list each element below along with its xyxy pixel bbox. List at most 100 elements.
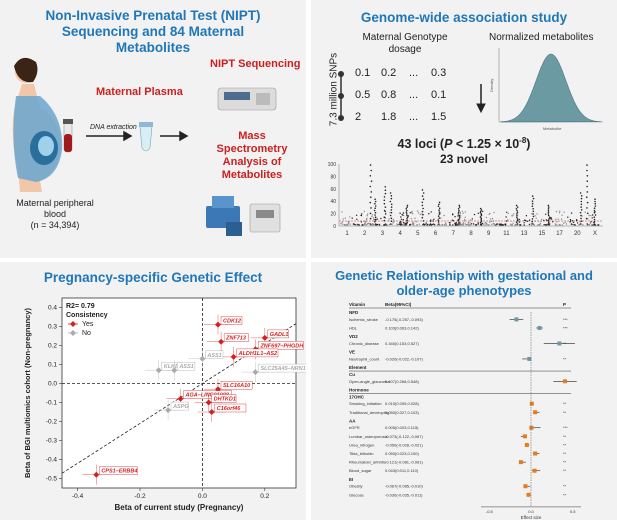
row-label: Blood_sugar	[349, 468, 372, 473]
manhattan-point	[505, 220, 508, 222]
dosage-cell: 1.8	[381, 111, 397, 123]
density-ylabel: Density	[489, 79, 494, 92]
dosage-cell: ...	[409, 89, 419, 101]
row-label: eGFR	[349, 425, 360, 430]
row-beta: 0.010(0.005,0.028)	[385, 401, 419, 406]
manhattan-peak-point	[458, 214, 461, 217]
manhattan-peak-point	[406, 219, 408, 222]
manhattan-y-tick: 100	[328, 162, 337, 168]
manhattan-peak-point	[384, 189, 387, 191]
manhattan-point	[432, 220, 434, 222]
manhattan-peak-point	[437, 219, 440, 221]
manhattan-peak-point	[594, 198, 596, 200]
dosage-cell: 0.3	[431, 67, 447, 79]
manhattan-point	[506, 211, 508, 213]
manhattan-peak-point	[594, 200, 596, 203]
manhattan-peak-point	[384, 213, 387, 215]
manhattan-peak-point	[406, 221, 408, 224]
manhattan-point	[391, 223, 393, 226]
row-label: Traditional_developing	[349, 410, 389, 415]
manhattan-point	[467, 221, 470, 224]
manhattan-peak-point	[547, 214, 550, 217]
data-point	[218, 338, 225, 345]
manhattan-point	[578, 223, 580, 226]
manhattan-point	[399, 223, 401, 225]
manhattan-point	[400, 222, 402, 224]
gene-label-box	[99, 466, 138, 475]
panel-b-graphics: Density Metabolite 0 20 40 60 80 100 1 2 3 4 5 6 7 8 9…	[328, 48, 603, 237]
manhattan-peak-point	[593, 216, 596, 218]
row-label: Ischemic_stroke	[349, 317, 379, 322]
manhattan-point	[475, 224, 478, 226]
manhattan-peak-point	[580, 195, 583, 197]
manhattan-point	[414, 217, 416, 219]
forest-plot: Vitamin Beta(95%CI) P NFD Ischemic_stroke -0.…	[349, 302, 581, 520]
manhattan-peak-point	[480, 209, 483, 211]
manhattan-point	[531, 213, 533, 215]
manhattan-peak-point	[383, 202, 386, 205]
manhattan-point	[363, 220, 365, 223]
manhattan-peak-point	[480, 217, 483, 220]
manhattan-point	[555, 218, 557, 220]
gene-label: ASS1	[206, 353, 221, 359]
manhattan-point	[384, 210, 386, 213]
manhattan-point	[460, 215, 462, 217]
effect-marker	[527, 356, 532, 361]
manhattan-y-tick: 80	[330, 174, 336, 180]
manhattan-point	[464, 223, 466, 225]
manhattan-point	[430, 224, 433, 226]
manhattan-point	[572, 221, 575, 224]
manhattan-peak-point	[458, 209, 460, 212]
manhattan-peak-point	[421, 201, 424, 204]
manhattan-point	[482, 210, 484, 213]
panel-nipt: Non-Invasive Prenatal Test (NIPT) Sequen…	[0, 0, 306, 258]
manhattan-peak-point	[585, 217, 588, 220]
manhattan-peak-point	[421, 189, 424, 191]
manhattan-point	[399, 224, 402, 226]
group-header: Vitamin	[349, 302, 365, 307]
manhattan-point	[342, 218, 344, 220]
manhattan-point	[569, 219, 572, 221]
manhattan-peak-point	[580, 203, 583, 206]
row-label: Neutrophil_count	[349, 356, 380, 361]
manhattan-point	[376, 218, 378, 220]
manhattan-peak-point	[421, 204, 424, 207]
row-p: **	[563, 468, 567, 473]
manhattan-point	[569, 221, 571, 223]
y-axis-label: Beta of BGI multiomics cohort (Non-pregn…	[23, 307, 32, 478]
manhattan-peak-point	[594, 214, 597, 216]
manhattan-peak-point	[405, 211, 408, 213]
manhattan-peak-point	[480, 223, 482, 225]
manhattan-point	[433, 218, 435, 220]
effect-marker	[533, 451, 538, 456]
group-label: NFD	[349, 310, 359, 315]
manhattan-point	[347, 224, 349, 226]
manhattan-point	[589, 222, 592, 224]
manhattan-point	[455, 222, 457, 224]
manhattan-point	[526, 220, 529, 222]
manhattan-point	[525, 220, 527, 222]
manhattan-point	[455, 224, 457, 226]
manhattan-peak-point	[458, 218, 461, 220]
manhattan-peak-point	[586, 207, 588, 209]
manhattan-peak-point	[548, 216, 551, 218]
manhattan-point	[416, 210, 419, 212]
manhattan-point	[582, 224, 584, 226]
manhattan-point	[347, 221, 349, 223]
manhattan-peak-point	[532, 223, 534, 225]
manhattan-peak-point	[422, 198, 425, 200]
manhattan-peak-point	[389, 214, 392, 217]
manhattan-point	[554, 223, 556, 225]
manhattan-point	[403, 224, 405, 226]
data-point	[208, 409, 215, 415]
manhattan-point	[392, 218, 395, 221]
manhattan-point	[452, 213, 454, 215]
forest-x-tick: -0.5	[486, 509, 494, 514]
manhattan-point	[380, 217, 382, 220]
manhattan-y-tick: 20	[330, 212, 336, 218]
manhattan-point	[402, 219, 405, 221]
manhattan-point	[399, 212, 401, 214]
manhattan-peak-point	[547, 219, 550, 222]
manhattan-peak-point	[389, 192, 392, 194]
row-p: **	[563, 410, 567, 415]
